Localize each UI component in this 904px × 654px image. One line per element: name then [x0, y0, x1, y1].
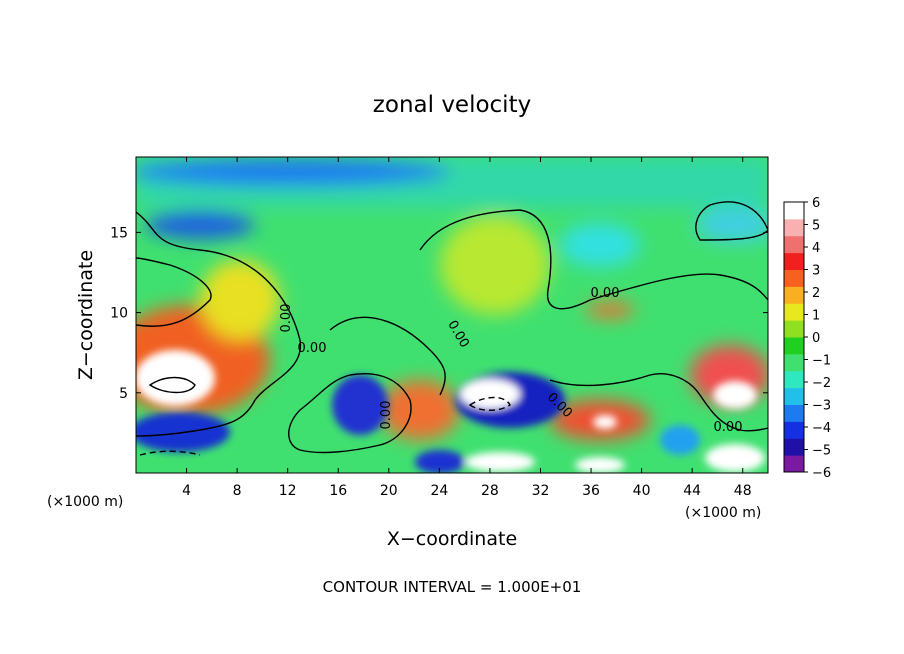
contour-zero-mid [329, 316, 446, 396]
x-tick-label: 16 [329, 483, 347, 499]
contour-label-3: 0.00 [379, 401, 394, 430]
x-tick-label: 36 [582, 483, 600, 499]
colorbar-frame [783, 201, 805, 473]
colorbar-segment [784, 202, 804, 220]
colorbar-segment [784, 370, 804, 389]
colorbar-label: 5 [812, 219, 820, 234]
y-tick-label: 10 [110, 306, 128, 322]
colorbar-label: 1 [812, 309, 820, 324]
upper-blue-streak [136, 158, 450, 186]
x-tick-label: 4 [182, 483, 191, 499]
plot-frame [135, 156, 769, 474]
contour-label-1: 0.00 [279, 304, 294, 333]
right-orange-streak [585, 302, 635, 318]
center-blue [332, 375, 388, 435]
colorbar-segment [784, 387, 804, 405]
x-tick-label: 40 [633, 483, 651, 499]
contour-lines [136, 201, 768, 456]
colorbar-label: 2 [812, 286, 820, 301]
upper-right-cyan [560, 223, 640, 267]
x-unit-right: (×1000 m) [685, 505, 761, 521]
colorbar-label: 4 [812, 241, 820, 256]
y-axis: 5 10 15 [110, 225, 768, 402]
bottom-right-cyan [660, 425, 700, 455]
colorbar-label: −1 [812, 354, 831, 369]
x-tick-label: 24 [430, 483, 448, 499]
y-tick-label: 15 [110, 225, 128, 241]
contour-label-7: 0.00 [714, 420, 743, 435]
velocity-field: 0.00 0.00 0.00 0.00 0.00 0.00 0.00 [136, 157, 768, 473]
x-tick-label: 8 [233, 483, 242, 499]
colorbar-segment [784, 455, 804, 473]
colorbar-segment [784, 353, 804, 372]
x-axis: 4 8 12 16 20 24 28 32 36 40 44 48 [182, 157, 752, 499]
colorbar-label: −3 [812, 399, 831, 414]
colorbar-segment [784, 235, 804, 254]
colorbar-label: −4 [812, 421, 831, 436]
contour-positive-left [148, 376, 196, 394]
colorbar-segment [784, 218, 804, 237]
bottom-blue [415, 450, 465, 473]
colorbar: 6 5 4 3 2 1 0 −1 −2 −3 −4 −5 −6 [784, 196, 831, 481]
bottom-white-2 [575, 457, 625, 473]
x-tick-label: 12 [279, 483, 297, 499]
contour-negative-center [468, 396, 511, 411]
colorbar-segment [784, 286, 804, 304]
colorbar-label: 3 [812, 264, 820, 279]
upper-left-blue [145, 211, 255, 239]
contour-label-5: 0.00 [591, 286, 620, 301]
x-tick-label: 48 [734, 483, 752, 499]
colorbar-label: −2 [812, 376, 831, 391]
contour-zero-center [288, 373, 412, 454]
x-tick-label: 32 [532, 483, 550, 499]
colorbar-segment [784, 303, 804, 321]
contour-zero-upper-left [136, 257, 212, 327]
x-tick-label: 28 [481, 483, 499, 499]
central-yellowgreen [440, 215, 550, 315]
contour-zero-left [136, 211, 302, 437]
center-white-patch [460, 379, 520, 409]
bottom-right-white [705, 444, 765, 472]
contour-zero-right-top [695, 201, 768, 241]
bottom-white [465, 452, 535, 472]
contour-label-2: 0.00 [298, 341, 327, 356]
x-tick-label: 44 [683, 483, 701, 499]
colorbar-segment [784, 421, 804, 439]
colorbar-segment [784, 438, 804, 456]
contour-zero-lower-right [549, 373, 768, 432]
colorbar-segment [784, 404, 804, 422]
right-white-patch [713, 381, 757, 409]
x-tick-label: 20 [380, 483, 398, 499]
colorbar-segment [784, 252, 804, 270]
colorbar-label: −5 [812, 444, 831, 459]
colorbar-label: −6 [812, 466, 831, 481]
contour-interval-note: CONTOUR INTERVAL = 1.000E+01 [323, 578, 582, 596]
contour-zero-upper-right [419, 209, 768, 310]
contour-negative-bottom-left [139, 450, 201, 456]
x-unit-left: (×1000 m) [47, 494, 123, 510]
colorbar-segment [784, 337, 804, 355]
chart-title: zonal velocity [373, 92, 531, 118]
colorbar-segment [784, 269, 804, 287]
lower-left-blue [136, 412, 230, 452]
colorbar-segment [784, 320, 804, 338]
colorbar-label: 0 [812, 331, 820, 346]
colorbar-label: 6 [812, 196, 820, 211]
x-axis-title: X−coordinate [387, 528, 517, 550]
left-yellow-region [200, 260, 280, 340]
right-cyan-patch [695, 207, 768, 243]
y-axis-title: Z−coordinate [75, 250, 97, 380]
y-tick-label: 5 [119, 386, 128, 402]
small-white [593, 415, 617, 429]
